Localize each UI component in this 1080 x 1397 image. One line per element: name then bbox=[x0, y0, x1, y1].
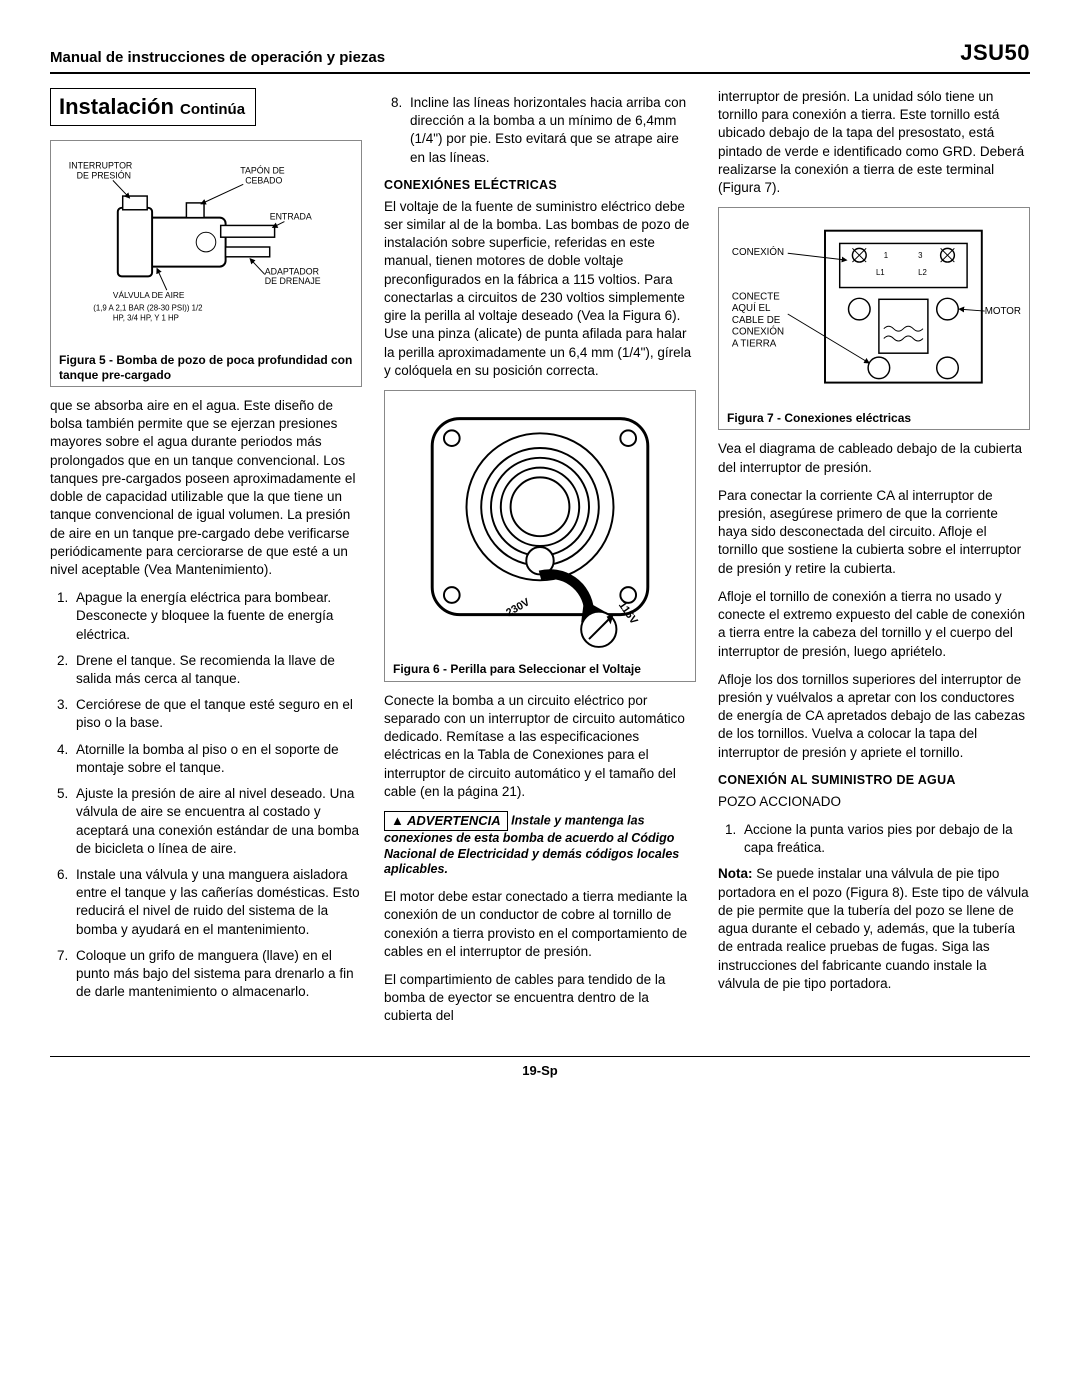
col3-para-int: interruptor de presión. La unidad sólo t… bbox=[718, 88, 1030, 197]
col2-para-comp: El compartimiento de cables para tendido… bbox=[384, 971, 696, 1026]
svg-text:TAPÓN DE: TAPÓN DE bbox=[240, 165, 285, 175]
figure-5: INTERRUPTOR DE PRESIÓN TAPÓN DE CEBADO E… bbox=[50, 140, 362, 387]
svg-text:CONEXIÓN: CONEXIÓN bbox=[732, 327, 784, 338]
svg-text:(1,9 A 2,1 BAR (28-30 PSI)) 1/: (1,9 A 2,1 BAR (28-30 PSI)) 1/2 bbox=[93, 303, 202, 312]
col3-para-afloje2: Afloje los dos tornillos superiores del … bbox=[718, 671, 1030, 762]
figure-6-svg: 230V 115V bbox=[393, 399, 687, 654]
col2-para-conex: El voltaje de la fuente de suministro el… bbox=[384, 198, 696, 380]
col3-para-para: Para conectar la corriente CA al interru… bbox=[718, 487, 1030, 578]
list-item: Apague la energía eléctrica para bombear… bbox=[72, 589, 362, 644]
svg-text:ENTRADA: ENTRADA bbox=[270, 211, 312, 221]
svg-text:CABLE DE: CABLE DE bbox=[732, 315, 781, 326]
list-item: Atornille la bomba al piso o en el sopor… bbox=[72, 741, 362, 777]
list-item: Cerciórese de que el tanque esté seguro … bbox=[72, 696, 362, 732]
svg-text:1: 1 bbox=[884, 251, 888, 260]
figure-5-caption: Figura 5 - Bomba de pozo de poca profund… bbox=[59, 353, 353, 382]
col1-para1: que se absorba aire en el agua. Este dis… bbox=[50, 397, 362, 579]
heading-conexiones: CONEXIÓNES ELÉCTRICAS bbox=[384, 177, 696, 194]
col3-nota: Nota: Se puede instalar una válvula de p… bbox=[718, 865, 1030, 993]
svg-text:DE DRENAJE: DE DRENAJE bbox=[265, 276, 321, 286]
header-left: Manual de instrucciones de operación y p… bbox=[50, 49, 385, 66]
col2-para-conecte: Conecte la bomba a un circuito eléctrico… bbox=[384, 692, 696, 801]
col2-step8-list: Incline las líneas horizontales hacia ar… bbox=[384, 94, 696, 167]
svg-text:VÁLVULA DE AIRE: VÁLVULA DE AIRE bbox=[113, 290, 185, 300]
svg-text:ADAPTADOR: ADAPTADOR bbox=[265, 266, 319, 276]
fig5-label-interruptor: INTERRUPTOR bbox=[69, 160, 133, 170]
column-3: interruptor de presión. La unidad sólo t… bbox=[718, 88, 1030, 1036]
figure-7-caption: Figura 7 - Conexiones eléctricas bbox=[727, 411, 1021, 425]
col3-para-vea: Vea el diagrama de cableado debajo de la… bbox=[718, 440, 1030, 476]
warning-label: ▲ ADVERTENCIA bbox=[384, 811, 508, 831]
svg-text:L1: L1 bbox=[876, 268, 885, 277]
column-1: Instalación Continúa INTERRUPTOR DE PRES… bbox=[50, 88, 362, 1036]
header-model: JSU50 bbox=[960, 40, 1030, 66]
svg-text:AQUÍ EL: AQUÍ EL bbox=[732, 303, 771, 314]
title-main: Instalación bbox=[59, 94, 174, 119]
heading-agua: CONEXIÓN AL SUMINISTRO DE AGUA bbox=[718, 772, 1030, 789]
content-columns: Instalación Continúa INTERRUPTOR DE PRES… bbox=[50, 88, 1030, 1036]
list-item: Instale una válvula y una manguera aisla… bbox=[72, 866, 362, 939]
warning-block: ▲ ADVERTENCIA Instale y mantenga las con… bbox=[384, 811, 696, 878]
title-sub: Continúa bbox=[180, 101, 245, 118]
col3-pozo: POZO ACCIONADO bbox=[718, 793, 1030, 811]
svg-text:3: 3 bbox=[918, 251, 923, 260]
page-footer: 19-Sp bbox=[50, 1056, 1030, 1078]
figure-7-svg: 1 3 L1 L2 CONEXIÓN CONECTE AQUÍ EL CABLE D… bbox=[727, 216, 1021, 402]
list-item: Coloque un grifo de manguera (llave) en … bbox=[72, 947, 362, 1002]
figure-5-svg: INTERRUPTOR DE PRESIÓN TAPÓN DE CEBADO E… bbox=[59, 149, 353, 345]
svg-text:CONECTE: CONECTE bbox=[732, 292, 780, 303]
figure-6: 230V 115V Figura 6 - Perilla para Selecc… bbox=[384, 390, 696, 682]
list-item: Drene el tanque. Se recomienda la llave … bbox=[72, 652, 362, 688]
list-item: Incline las líneas horizontales hacia ar… bbox=[406, 94, 696, 167]
column-2: Incline las líneas horizontales hacia ar… bbox=[384, 88, 696, 1036]
nota-label: Nota: bbox=[718, 866, 753, 881]
svg-text:A TIERRA: A TIERRA bbox=[732, 339, 777, 350]
svg-text:CONEXIÓN: CONEXIÓN bbox=[732, 248, 784, 259]
svg-text:CEBADO: CEBADO bbox=[245, 175, 282, 185]
list-item: Accione la punta varios pies por debajo … bbox=[740, 821, 1030, 857]
section-title: Instalación Continúa bbox=[50, 88, 256, 126]
col3-steps: Accione la punta varios pies por debajo … bbox=[718, 821, 1030, 857]
list-item: Ajuste la presión de aire al nivel desea… bbox=[72, 785, 362, 858]
nota-text: Se puede instalar una válvula de pie tip… bbox=[718, 866, 1029, 990]
figure-7: 1 3 L1 L2 CONEXIÓN CONECTE AQUÍ EL CABLE D… bbox=[718, 207, 1030, 430]
svg-text:HP, 3/4 HP, Y 1 HP: HP, 3/4 HP, Y 1 HP bbox=[113, 313, 179, 322]
svg-text:L2: L2 bbox=[918, 268, 927, 277]
page-header: Manual de instrucciones de operación y p… bbox=[50, 40, 1030, 74]
figure-6-caption: Figura 6 - Perilla para Seleccionar el V… bbox=[393, 662, 687, 676]
svg-text:DE PRESIÓN: DE PRESIÓN bbox=[77, 170, 131, 180]
svg-text:MOTOR: MOTOR bbox=[985, 306, 1021, 317]
col3-para-afloje1: Afloje el tornillo de conexión a tierra … bbox=[718, 588, 1030, 661]
col2-para-motor: El motor debe estar conectado a tierra m… bbox=[384, 888, 696, 961]
col1-steps: Apague la energía eléctrica para bombear… bbox=[50, 589, 362, 1001]
